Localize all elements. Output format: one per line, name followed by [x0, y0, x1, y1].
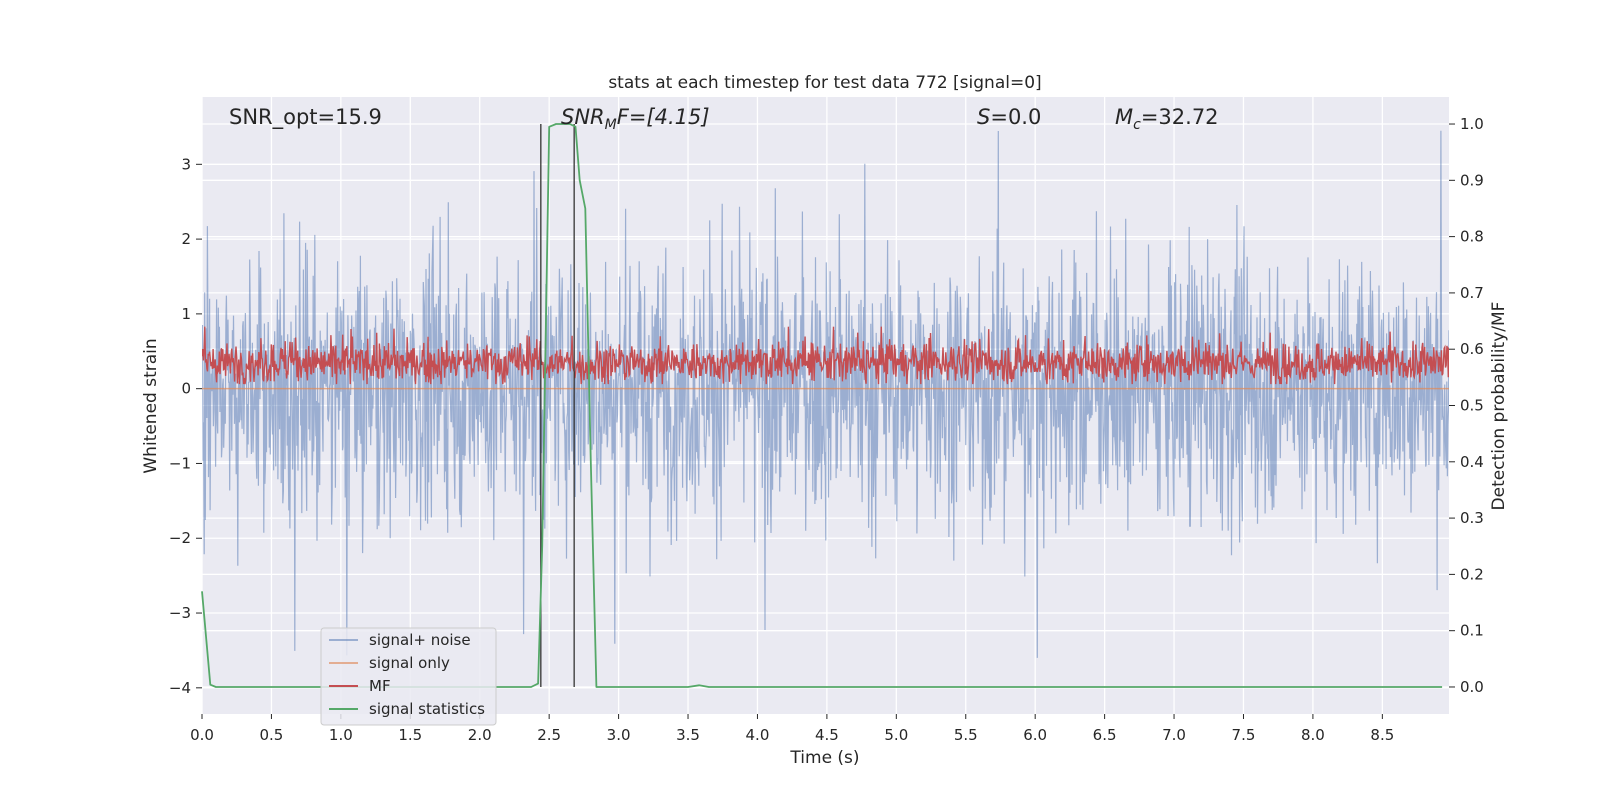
- x-tick-label: 4.0: [746, 726, 770, 744]
- x-tick-label: 6.5: [1093, 726, 1117, 744]
- y-tick-label: 3: [181, 155, 191, 173]
- annotation-snr-opt: SNR_opt=15.9: [229, 105, 382, 130]
- y-tick-label: −2: [169, 529, 191, 547]
- y-right-tick-label: 0.5: [1460, 397, 1484, 415]
- legend-label-signal-statistics: signal statistics: [369, 700, 485, 718]
- y-right-axis-ticks: 1.0 0.9 0.8 0.7 0.6 0.5 0.4 0.3 0.2 0.1 0.0: [1449, 115, 1484, 696]
- x-tick-label: 3.5: [676, 726, 700, 744]
- y-axis-ticks: 3 2 1 0 −1 −2 −3 −4: [169, 155, 202, 697]
- x-tick-label: 1.5: [398, 726, 422, 744]
- y-right-tick-label: 0.9: [1460, 171, 1484, 189]
- mf-line: [202, 326, 1449, 385]
- y-tick-label: 2: [181, 230, 191, 248]
- x-tick-label: 1.0: [329, 726, 353, 744]
- x-axis-ticks: 0.0 0.5 1.0 1.5 2.0 2.5 3.0 3.5 4.0 4.5 5.0 5.5 6.0 6…: [190, 714, 1394, 744]
- x-tick-label: 7.0: [1162, 726, 1186, 744]
- legend-box: [320, 627, 497, 726]
- y-right-tick-label: 0.3: [1460, 509, 1484, 527]
- x-tick-label: 7.5: [1232, 726, 1256, 744]
- mf-series: [202, 326, 1449, 385]
- y-right-tick-label: 0.7: [1460, 284, 1484, 302]
- x-tick-label: 2.5: [537, 726, 561, 744]
- y-right-tick-label: 0.6: [1460, 340, 1484, 358]
- y-tick-label: 0: [181, 380, 191, 398]
- y-right-tick-label: 0.4: [1460, 453, 1484, 471]
- x-tick-label: 0.5: [260, 726, 284, 744]
- x-axis-label: Time (s): [789, 748, 859, 768]
- y-right-tick-label: 0.2: [1460, 565, 1484, 583]
- y-right-tick-label: 1.0: [1460, 115, 1484, 133]
- x-tick-label: 3.0: [607, 726, 631, 744]
- x-tick-label: 0.0: [190, 726, 214, 744]
- x-tick-label: 5.0: [884, 726, 908, 744]
- annotation-snr-mf: SNRMF=[4.15]: [561, 105, 710, 133]
- legend-label-signal-only: signal only: [369, 654, 450, 672]
- y-tick-label: −3: [169, 604, 191, 622]
- annotation-s: S=0.0: [977, 105, 1041, 129]
- x-tick-label: 8.5: [1370, 726, 1394, 744]
- y-tick-label: 1: [181, 305, 191, 323]
- y-tick-label: −1: [169, 454, 191, 472]
- x-tick-label: 8.0: [1301, 726, 1325, 744]
- signal-noise-series: [202, 130, 1449, 658]
- y-axis-label: Whitened strain: [141, 338, 161, 473]
- x-tick-label: 5.5: [954, 726, 978, 744]
- y-right-tick-label: 0.8: [1460, 228, 1484, 246]
- legend-label-mf: MF: [369, 677, 391, 695]
- y-right-axis-label: Detection probability/MF: [1489, 302, 1509, 511]
- y-right-tick-label: 0.0: [1460, 678, 1484, 696]
- x-tick-label: 6.0: [1023, 726, 1047, 744]
- y-tick-label: −4: [169, 679, 191, 697]
- legend: signal+ noise signal only MF signal stat…: [320, 627, 497, 726]
- signal-noise-line: [202, 130, 1449, 658]
- annotation-mc: Mc=32.72: [1115, 105, 1219, 133]
- y-right-tick-label: 0.1: [1460, 622, 1484, 640]
- chart-title: stats at each timestep for test data 772…: [608, 73, 1041, 93]
- x-tick-label: 2.0: [468, 726, 492, 744]
- legend-label-signal-noise: signal+ noise: [369, 631, 471, 649]
- x-tick-label: 4.5: [815, 726, 839, 744]
